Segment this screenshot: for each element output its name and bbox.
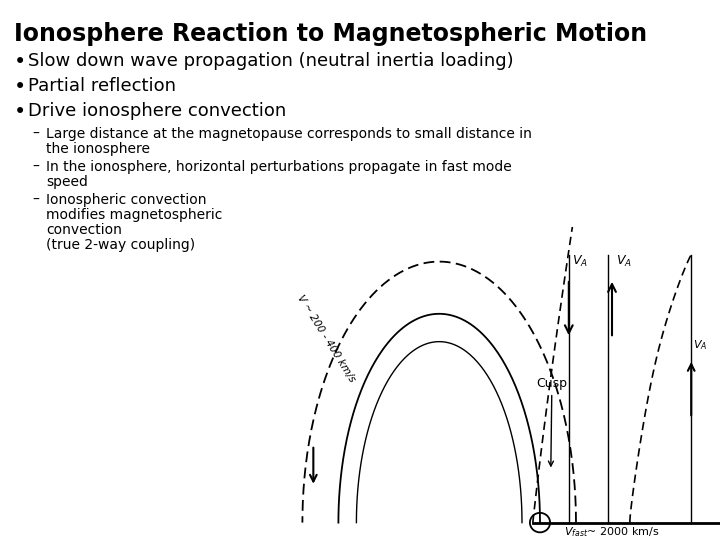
Text: Partial reflection: Partial reflection xyxy=(28,77,176,95)
Text: V ~ 200 - 400 km/s: V ~ 200 - 400 km/s xyxy=(295,293,356,383)
Text: Large distance at the magnetopause corresponds to small distance in: Large distance at the magnetopause corre… xyxy=(46,127,532,141)
Text: In the ionosphere, horizontal perturbations propagate in fast mode: In the ionosphere, horizontal perturbati… xyxy=(46,160,512,174)
Text: Drive ionosphere convection: Drive ionosphere convection xyxy=(28,102,287,120)
Text: Ionospheric convection: Ionospheric convection xyxy=(46,193,207,207)
Text: speed: speed xyxy=(46,175,88,189)
Text: –: – xyxy=(32,193,39,207)
Text: modifies magnetospheric: modifies magnetospheric xyxy=(46,208,222,222)
Text: •: • xyxy=(14,52,26,72)
Text: $\mathit{V}_{fast}$~ 2000 km/s: $\mathit{V}_{fast}$~ 2000 km/s xyxy=(564,525,660,539)
Text: $V_A$: $V_A$ xyxy=(616,253,631,268)
Text: •: • xyxy=(14,102,26,122)
Text: Slow down wave propagation (neutral inertia loading): Slow down wave propagation (neutral iner… xyxy=(28,52,513,70)
Text: –: – xyxy=(32,160,39,174)
Text: •: • xyxy=(14,77,26,97)
Text: $V_A$: $V_A$ xyxy=(572,253,588,268)
Text: convection: convection xyxy=(46,223,122,237)
Text: $V_A$: $V_A$ xyxy=(693,338,707,352)
Text: (true 2-way coupling): (true 2-way coupling) xyxy=(46,238,195,252)
Text: the ionosphere: the ionosphere xyxy=(46,142,150,156)
Text: Cusp: Cusp xyxy=(536,377,567,466)
Text: –: – xyxy=(32,127,39,141)
Text: Ionosphere Reaction to Magnetospheric Motion: Ionosphere Reaction to Magnetospheric Mo… xyxy=(14,22,647,46)
